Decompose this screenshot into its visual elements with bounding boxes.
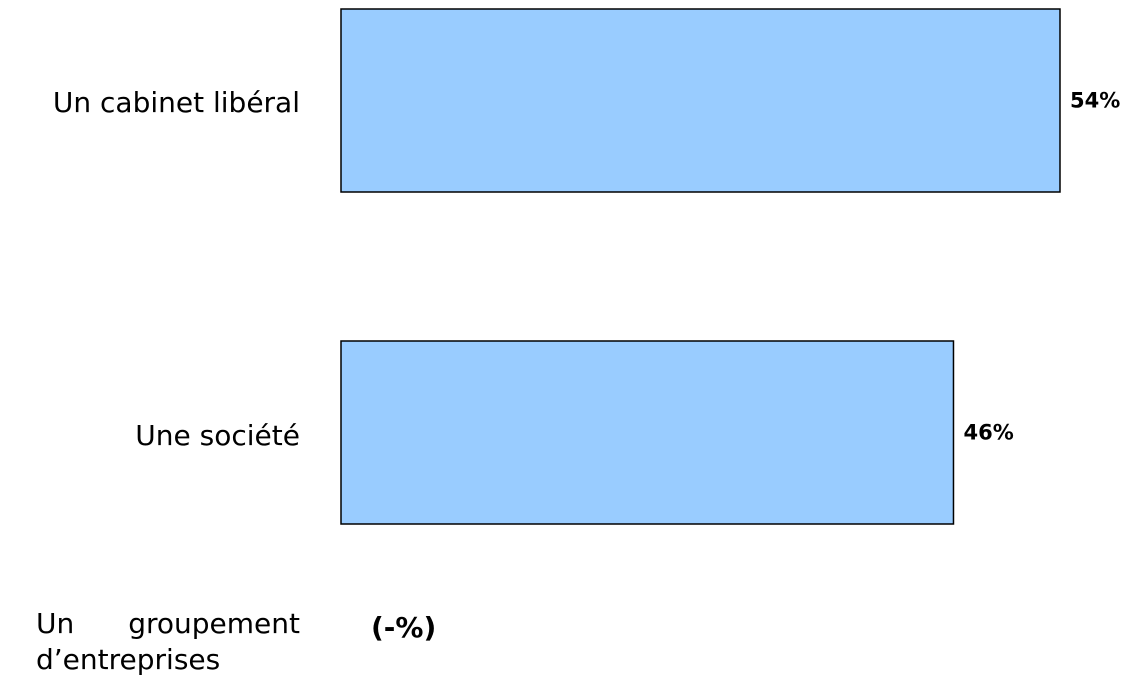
bar-cabinet-liberal xyxy=(340,8,1061,193)
value-label-cabinet-liberal: 54% xyxy=(1070,89,1120,113)
category-label-groupement: Un groupement d’entreprises xyxy=(36,607,300,677)
category-label-societe: Une société xyxy=(135,419,300,452)
value-labels-group: 54% 46% xyxy=(963,89,1120,445)
value-label-groupement: (-%) xyxy=(371,611,437,644)
bars-group xyxy=(340,8,1061,525)
category-label-cabinet-liberal: Un cabinet libéral xyxy=(52,86,300,119)
category-label-groupement-line1: Un groupement xyxy=(36,607,300,640)
category-label-groupement-line2: d’entreprises xyxy=(36,643,221,676)
bar-societe xyxy=(340,340,955,525)
value-label-societe: 46% xyxy=(963,421,1013,445)
